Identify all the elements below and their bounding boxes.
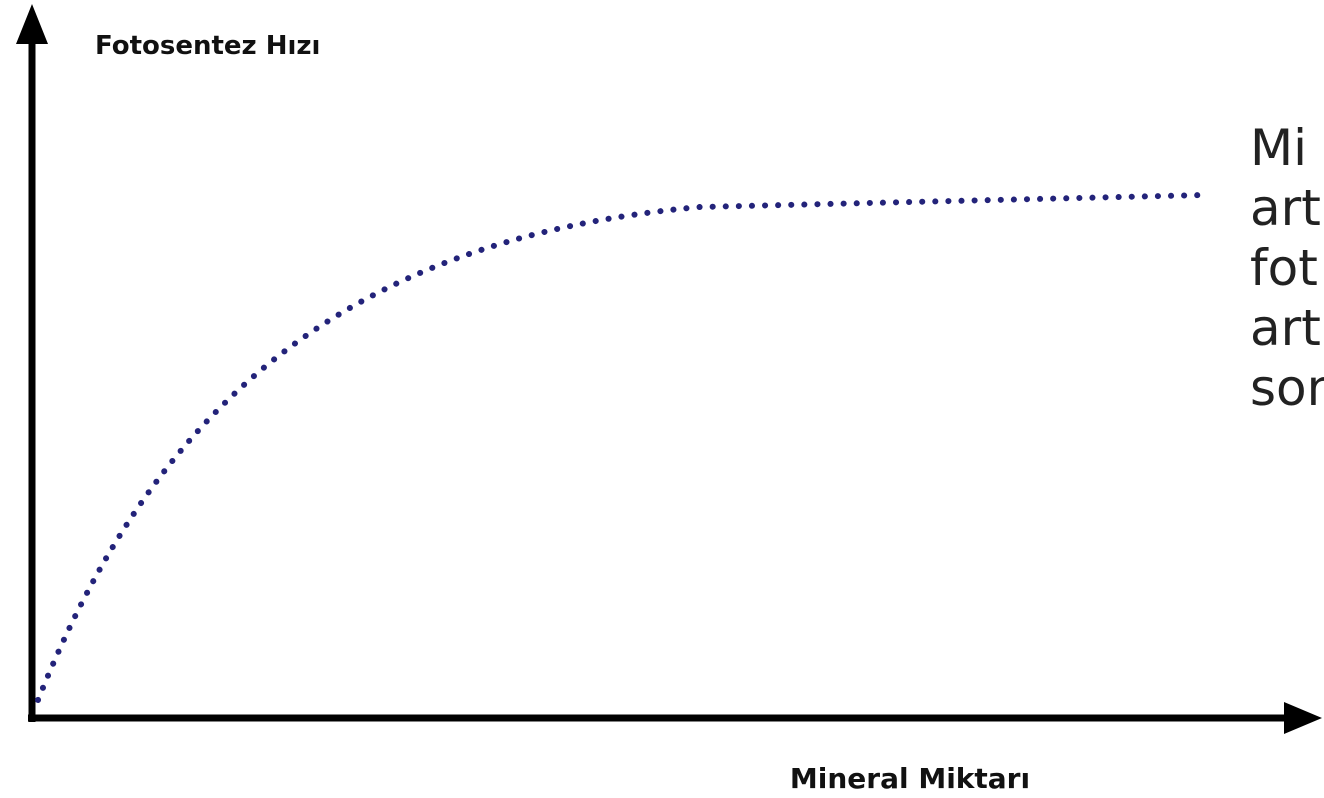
note-line: son	[1250, 359, 1324, 417]
x-axis-label: Mineral Miktarı	[790, 762, 1030, 795]
y-axis-label: Fotosentez Hızı	[95, 31, 320, 61]
note-line: art	[1250, 299, 1321, 357]
x-axis-arrow	[1284, 702, 1322, 734]
note-line: art	[1250, 179, 1321, 237]
y-axis-arrow	[16, 4, 48, 44]
note-line: fot	[1250, 239, 1318, 297]
note-line: Mi	[1250, 119, 1307, 177]
curve	[35, 192, 1208, 703]
